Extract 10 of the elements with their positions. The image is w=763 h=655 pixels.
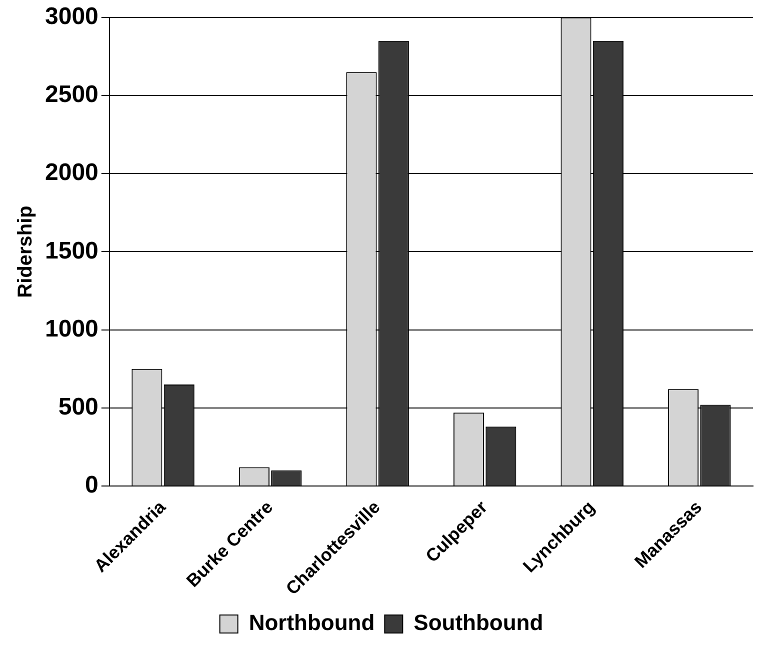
legend-label: Northbound [248,610,375,636]
y-tick-label: 0 [85,472,98,499]
y-tick-label: 2500 [45,81,98,108]
y-tick-label: 1500 [45,237,98,264]
y-axis-title: Ridership [14,206,37,298]
y-tick-label: 3000 [45,3,98,30]
y-tick-label: 500 [58,394,98,421]
y-tick-label: 2000 [45,159,98,186]
y-tick-label: 1000 [45,315,98,342]
legend-label: Southbound [414,610,544,636]
